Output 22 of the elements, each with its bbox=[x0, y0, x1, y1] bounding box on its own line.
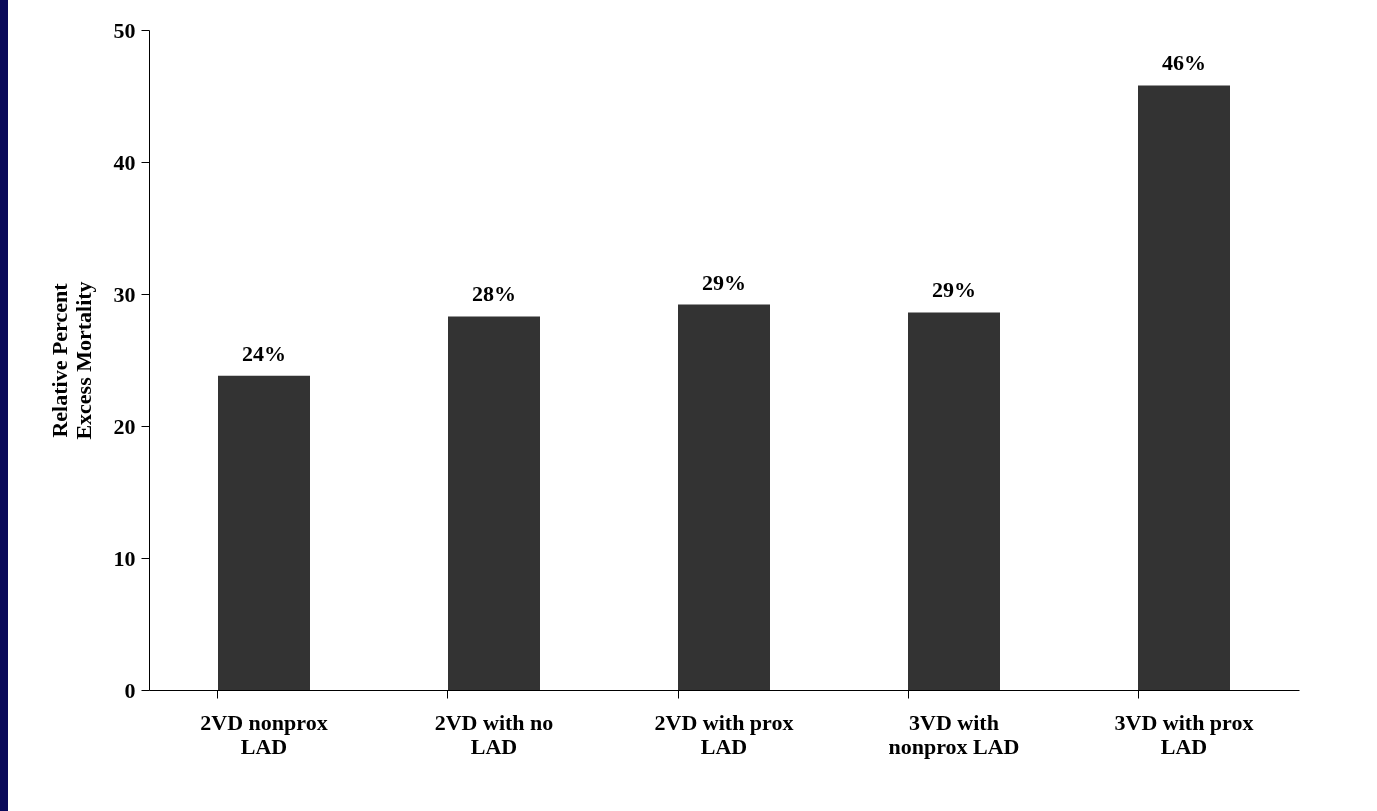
data-label: 29% bbox=[932, 277, 976, 303]
data-label: 28% bbox=[472, 281, 516, 307]
x-tick-label: 2VD with prox LAD bbox=[654, 709, 794, 759]
data-label: 24% bbox=[242, 340, 286, 366]
x-tick-label: 3VD with prox LAD bbox=[1114, 709, 1254, 759]
y-tick-label: 30 bbox=[113, 281, 136, 307]
y-tick-label: 0 bbox=[124, 677, 136, 703]
bar bbox=[678, 304, 770, 690]
y-tick-label: 10 bbox=[113, 545, 136, 571]
y-tick-label: 50 bbox=[113, 17, 136, 43]
data-label: 46% bbox=[1162, 50, 1206, 76]
data-label: 29% bbox=[702, 269, 746, 295]
bar bbox=[218, 375, 310, 690]
x-tick-label: 2VD with no LAD bbox=[434, 709, 554, 759]
bar bbox=[908, 312, 1000, 690]
x-tick-label: 3VD with nonprox LAD bbox=[888, 709, 1020, 759]
y-tick-label: 20 bbox=[113, 413, 136, 439]
y-tick-label: 40 bbox=[113, 149, 136, 175]
x-tick-label: 2VD nonprox LAD bbox=[200, 709, 328, 759]
y-axis-title: Relative Percent Excess Mortality bbox=[46, 281, 96, 440]
bar bbox=[1138, 85, 1230, 690]
bar bbox=[448, 316, 540, 690]
